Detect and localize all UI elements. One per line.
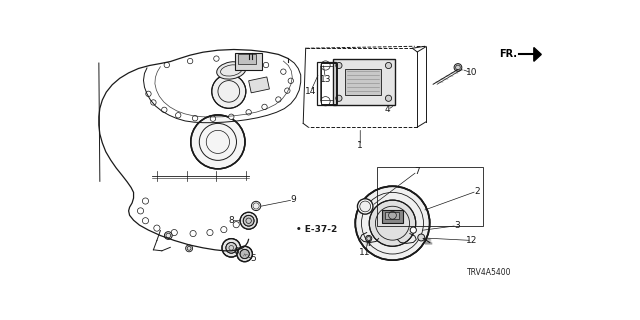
Circle shape xyxy=(454,64,462,71)
Circle shape xyxy=(142,198,148,204)
Circle shape xyxy=(385,62,392,68)
Circle shape xyxy=(240,249,250,259)
Circle shape xyxy=(207,229,213,236)
Circle shape xyxy=(190,230,196,236)
Circle shape xyxy=(241,215,248,221)
Text: 2: 2 xyxy=(474,187,479,196)
Circle shape xyxy=(186,245,193,252)
Circle shape xyxy=(233,221,239,228)
Circle shape xyxy=(410,227,417,233)
Bar xyxy=(381,210,403,223)
Circle shape xyxy=(146,91,151,97)
Circle shape xyxy=(210,116,216,121)
Circle shape xyxy=(418,234,425,241)
Circle shape xyxy=(246,110,252,115)
Circle shape xyxy=(243,215,254,226)
Bar xyxy=(321,63,337,104)
Circle shape xyxy=(164,232,172,239)
Circle shape xyxy=(262,104,268,109)
Text: TRV4A5400: TRV4A5400 xyxy=(467,268,511,277)
Circle shape xyxy=(226,243,237,253)
Text: 12: 12 xyxy=(466,236,477,245)
Text: 8: 8 xyxy=(228,216,234,225)
Circle shape xyxy=(150,100,156,105)
Circle shape xyxy=(142,218,148,224)
Circle shape xyxy=(191,115,245,169)
Circle shape xyxy=(288,78,294,84)
Text: 10: 10 xyxy=(466,68,477,77)
Circle shape xyxy=(281,69,286,74)
Circle shape xyxy=(263,62,269,68)
Circle shape xyxy=(369,200,416,246)
Bar xyxy=(249,77,269,93)
Circle shape xyxy=(221,227,227,233)
Text: FR.: FR. xyxy=(499,49,518,60)
Bar xyxy=(376,166,483,226)
Circle shape xyxy=(237,246,252,262)
Circle shape xyxy=(252,201,260,211)
Circle shape xyxy=(138,208,143,214)
Text: 14: 14 xyxy=(305,87,316,96)
Circle shape xyxy=(193,116,198,121)
Text: 1: 1 xyxy=(357,141,363,150)
Circle shape xyxy=(240,58,245,63)
Bar xyxy=(235,53,262,70)
Text: • E-37-2: • E-37-2 xyxy=(296,225,337,234)
Text: 11: 11 xyxy=(360,248,371,257)
Circle shape xyxy=(212,75,246,108)
Circle shape xyxy=(228,114,234,119)
Text: 6: 6 xyxy=(234,247,239,256)
Bar xyxy=(317,62,336,105)
Circle shape xyxy=(285,88,290,93)
Circle shape xyxy=(385,95,392,101)
Circle shape xyxy=(175,113,181,118)
Circle shape xyxy=(214,56,219,61)
Circle shape xyxy=(276,97,281,102)
Circle shape xyxy=(240,212,257,229)
Circle shape xyxy=(222,239,241,257)
Text: 4: 4 xyxy=(385,105,390,114)
Circle shape xyxy=(355,186,429,260)
Bar xyxy=(237,54,255,64)
Text: 3: 3 xyxy=(454,221,460,230)
Circle shape xyxy=(253,203,259,209)
Circle shape xyxy=(365,236,372,242)
Ellipse shape xyxy=(217,62,246,79)
Circle shape xyxy=(360,201,371,212)
Circle shape xyxy=(358,199,373,214)
Bar xyxy=(385,212,399,219)
Bar xyxy=(333,59,395,105)
Text: 9: 9 xyxy=(291,195,296,204)
Circle shape xyxy=(154,225,160,231)
Circle shape xyxy=(164,62,170,68)
Bar xyxy=(320,66,333,100)
Circle shape xyxy=(162,107,167,113)
Text: 5: 5 xyxy=(251,254,257,263)
Bar xyxy=(346,69,381,95)
Polygon shape xyxy=(534,47,541,61)
Circle shape xyxy=(336,62,342,68)
Circle shape xyxy=(336,95,342,101)
Circle shape xyxy=(171,229,177,236)
Circle shape xyxy=(188,58,193,64)
Text: 13: 13 xyxy=(320,75,332,84)
Text: 7: 7 xyxy=(415,167,420,176)
